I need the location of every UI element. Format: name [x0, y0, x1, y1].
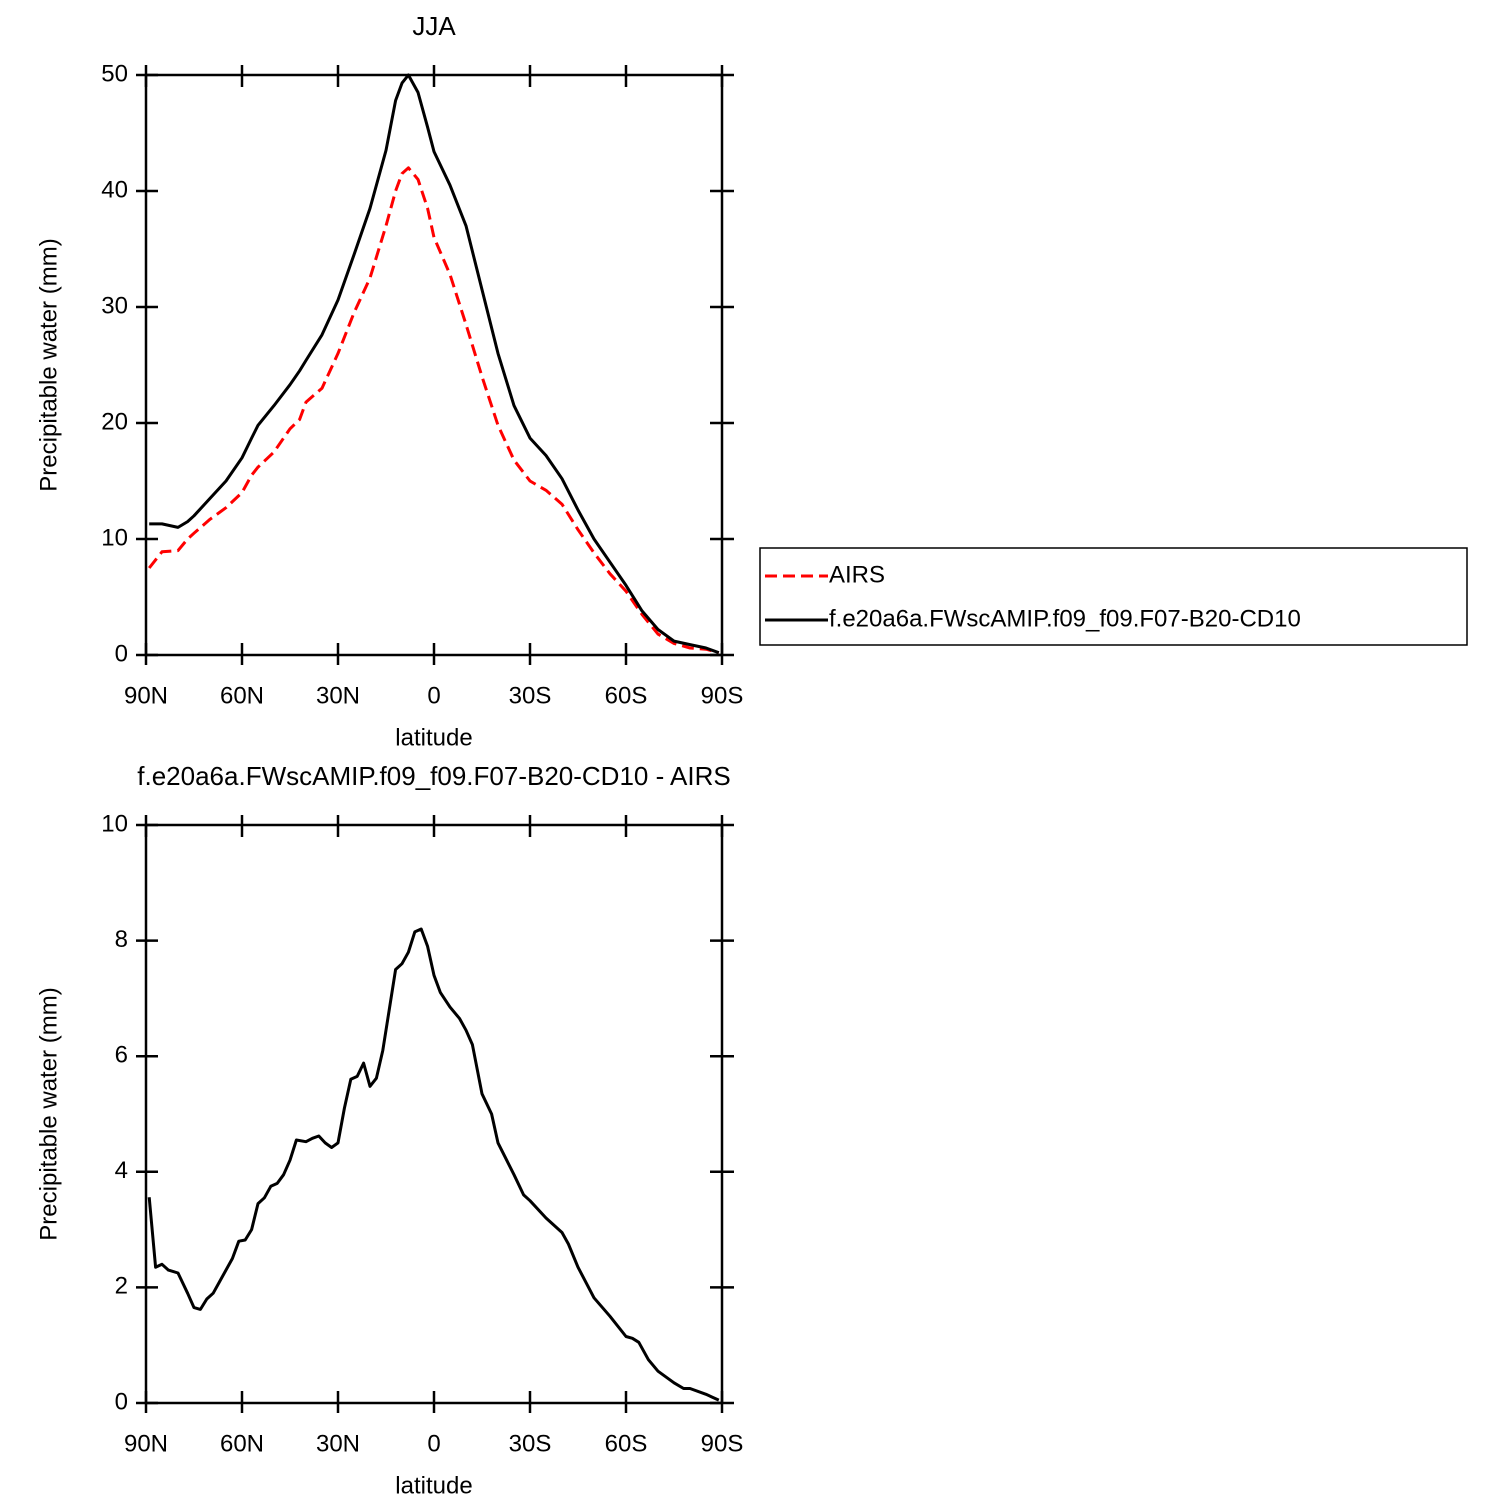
y-tick-label: 30: [101, 292, 128, 319]
data-line: [148, 166, 720, 655]
x-tick-label: 30S: [509, 1430, 552, 1457]
x-axis-label: latitude: [395, 1472, 472, 1499]
x-tick-label: 30S: [509, 682, 552, 709]
y-tick-label: 2: [115, 1273, 128, 1300]
x-tick-label: 30N: [316, 1430, 360, 1457]
x-tick-label: 60S: [605, 1430, 648, 1457]
chart-title: JJA: [412, 11, 456, 41]
legend-box: [759, 547, 1468, 646]
x-tick-label: 90S: [701, 682, 744, 709]
y-tick-label: 0: [115, 1388, 128, 1415]
y-tick-label: 10: [101, 810, 128, 837]
y-axis-label: Precipitable water (mm): [35, 987, 62, 1240]
x-tick-label: 0: [427, 1430, 440, 1457]
legend-label: f.e20a6a.FWscAMIP.f09_f09.F07-B20-CD10: [829, 605, 1301, 632]
x-tick-label: 0: [427, 682, 440, 709]
legend-label: AIRS: [829, 561, 885, 588]
data-line: [147, 927, 720, 1402]
x-tick-label: 90S: [701, 1430, 744, 1457]
x-tick-label: 30N: [316, 682, 360, 709]
x-tick-label: 60S: [605, 682, 648, 709]
plot-frame: [144, 823, 724, 1405]
chart-title: f.e20a6a.FWscAMIP.f09_f09.F07-B20-CD10 -…: [137, 761, 730, 791]
y-tick-label: 10: [101, 524, 128, 551]
y-axis-label: Precipitable water (mm): [35, 238, 62, 491]
plot-frame: [144, 73, 724, 657]
x-tick-label: 90N: [124, 1430, 168, 1457]
data-line: [149, 73, 720, 655]
y-tick-label: 6: [115, 1042, 128, 1069]
y-tick-label: 20: [101, 408, 128, 435]
x-tick-label: 60N: [220, 682, 264, 709]
y-tick-label: 4: [115, 1157, 128, 1184]
y-tick-label: 0: [115, 640, 128, 667]
y-tick-label: 8: [115, 926, 128, 953]
x-axis-label: latitude: [395, 724, 472, 751]
y-tick-label: 50: [101, 60, 128, 87]
x-tick-label: 60N: [220, 1430, 264, 1457]
y-tick-label: 40: [101, 176, 128, 203]
x-tick-label: 90N: [124, 682, 168, 709]
